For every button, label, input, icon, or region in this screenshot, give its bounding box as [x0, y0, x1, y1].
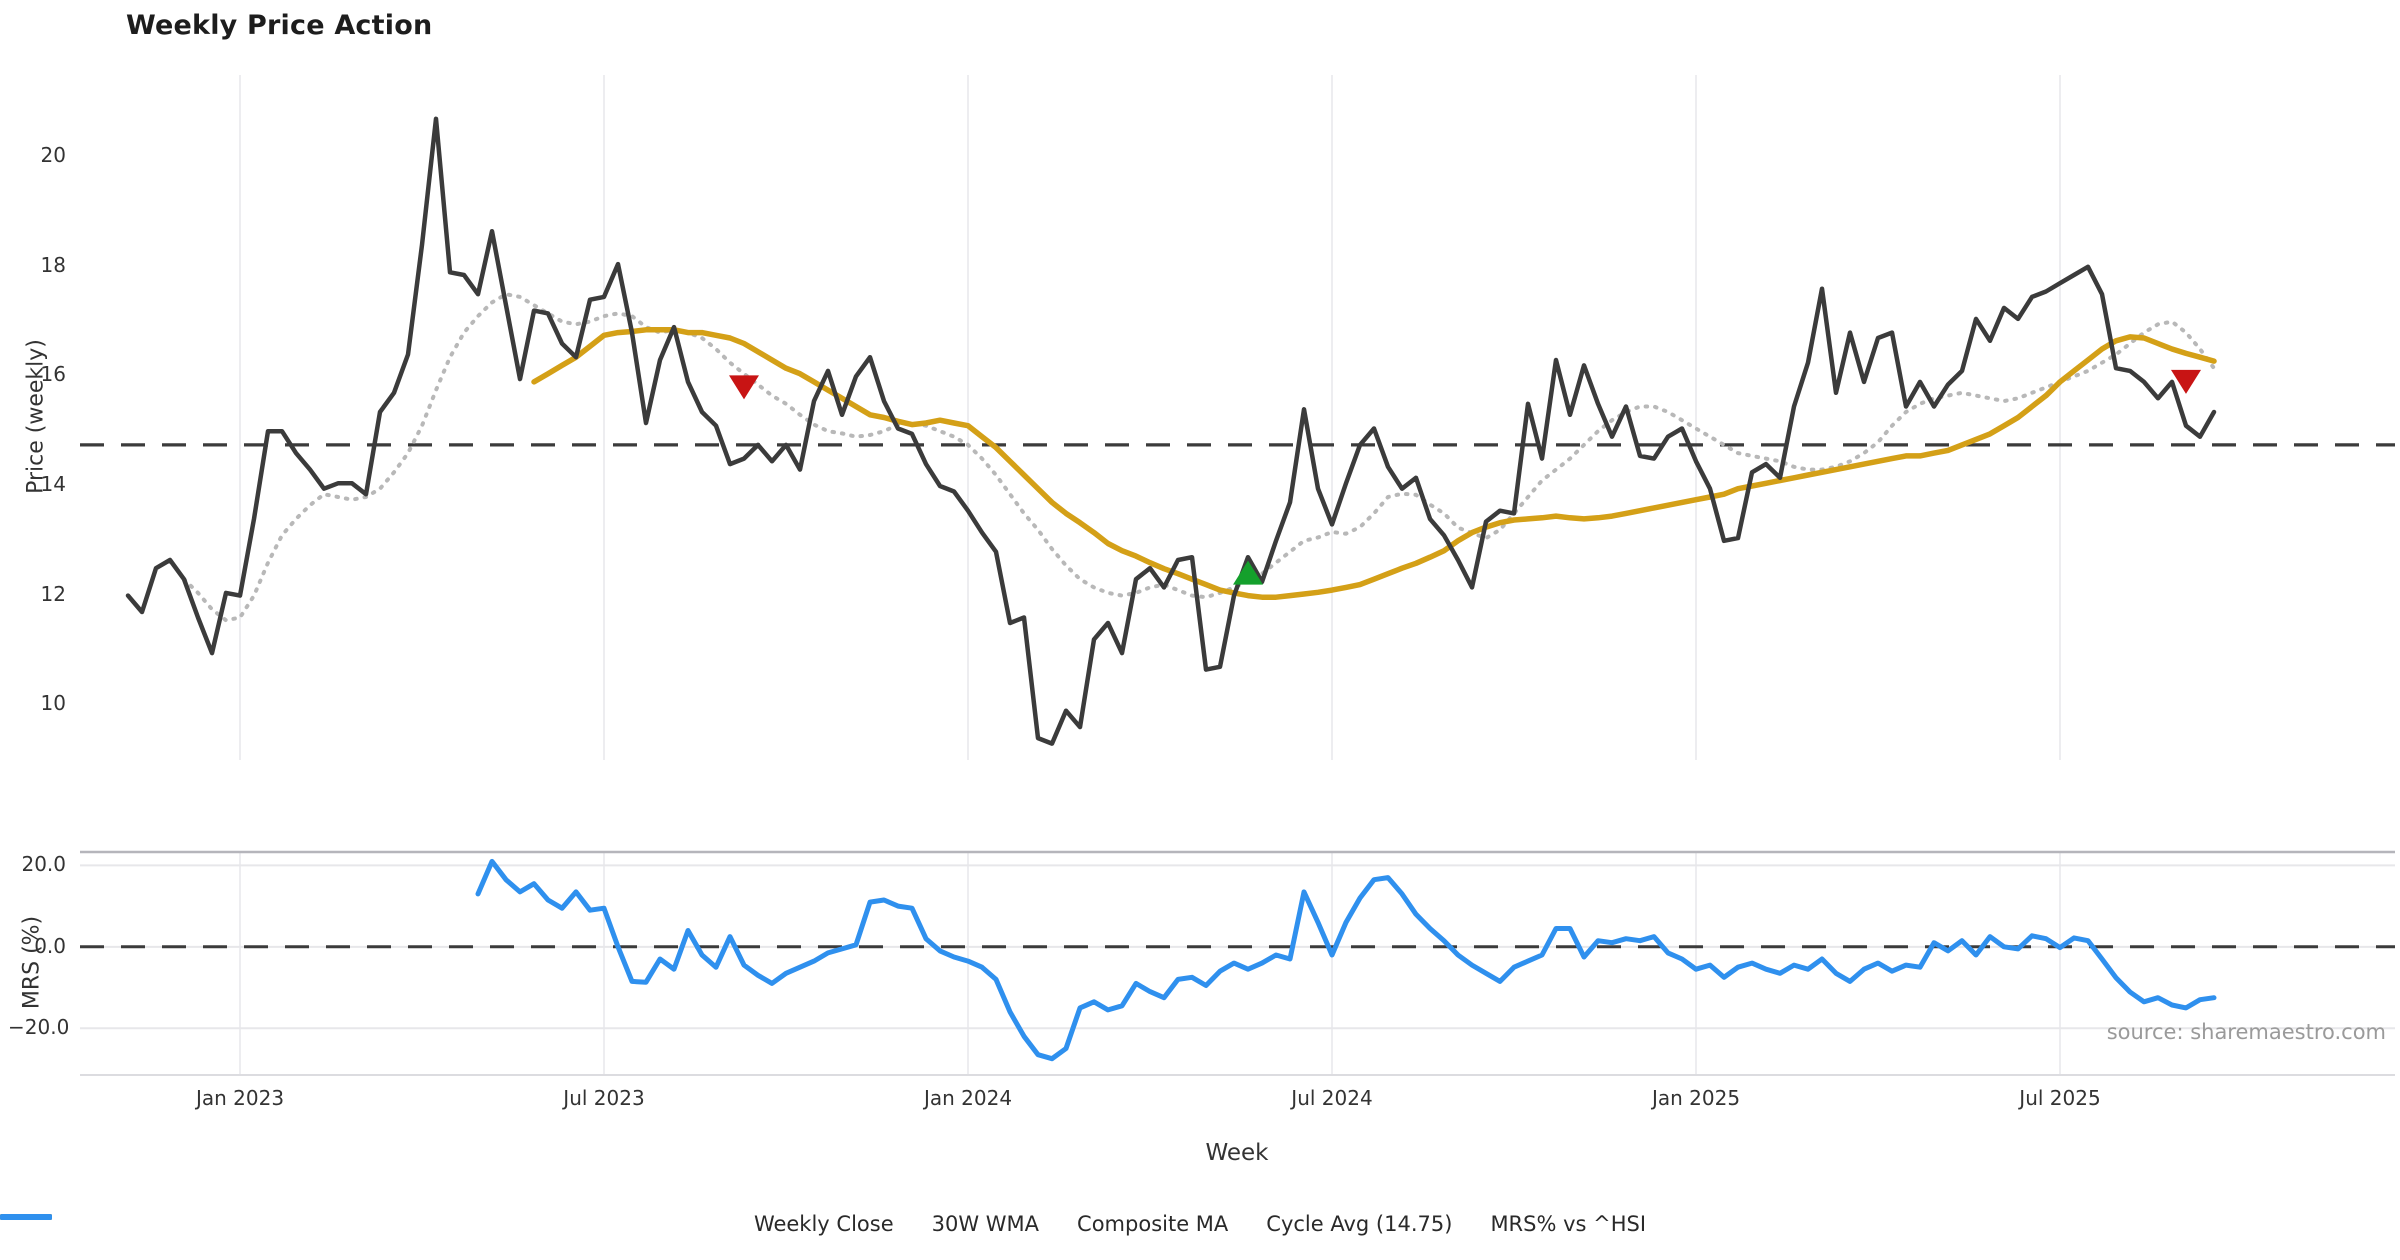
panel-spines: [80, 850, 2395, 1076]
price-ytick: 16: [40, 362, 66, 387]
mrs-line: [475, 858, 2217, 1062]
mrs-axis-label: MRS (%): [19, 915, 45, 1010]
buy-signal-2024-marker: [1233, 560, 1263, 585]
mrs-ytick: −20.0: [8, 1015, 70, 1040]
x-tick: Jul 2023: [563, 1086, 645, 1110]
wma-line: [531, 327, 2217, 600]
x-tick: Jul 2025: [2019, 1086, 2101, 1110]
legend-item-mrs-vs-hsi: MRS% vs ^HSI: [0, 1212, 1647, 1236]
legend-label: Cycle Avg (14.75): [1266, 1212, 1453, 1236]
legend-label: MRS% vs ^HSI: [1490, 1212, 1647, 1236]
legend-item-weekly-close: Weekly Close: [0, 1212, 894, 1236]
price-ytick: 20: [40, 143, 66, 168]
signal-markers: [729, 369, 2201, 585]
legend-item-composite-ma: Composite MA: [0, 1212, 1229, 1236]
x-tick: Jul 2024: [1291, 1086, 1373, 1110]
price-ytick: 18: [40, 252, 66, 277]
x-tick: Jan 2023: [195, 1086, 285, 1110]
price-ytick: 10: [40, 691, 66, 716]
mrs-ytick: 0.0: [34, 933, 66, 958]
x-tick: Jan 2024: [923, 1086, 1013, 1110]
price-ytick: 14: [40, 472, 66, 496]
mrs-ytick: 20.0: [21, 852, 66, 877]
legend-label: Composite MA: [1077, 1212, 1229, 1236]
legend: Weekly Close 30W WMA Composite MA Cycle Avg…: [0, 1212, 2400, 1236]
legend-swatch-icon: [0, 1214, 52, 1220]
legend-label: Weekly Close: [753, 1212, 894, 1236]
source-note: source: sharemaestro.com: [2106, 1020, 2386, 1044]
sell-signal-2023-marker: [729, 375, 759, 400]
x-tick: Jan 2025: [1651, 1086, 1741, 1110]
price-ytick: 12: [40, 581, 66, 606]
page-title: Weekly Price Action: [126, 10, 433, 41]
x-axis-label: Week: [1205, 1140, 1269, 1166]
legend-item-30w-wma: 30W WMA: [0, 1212, 1040, 1236]
weekly-close-line: [125, 116, 2217, 746]
legend-item-cycle-avg-14-75-: Cycle Avg (14.75): [0, 1212, 1453, 1236]
sell-signal-2025-marker: [2171, 369, 2201, 394]
gridlines: [80, 75, 2395, 1075]
legend-label: 30W WMA: [931, 1212, 1040, 1236]
